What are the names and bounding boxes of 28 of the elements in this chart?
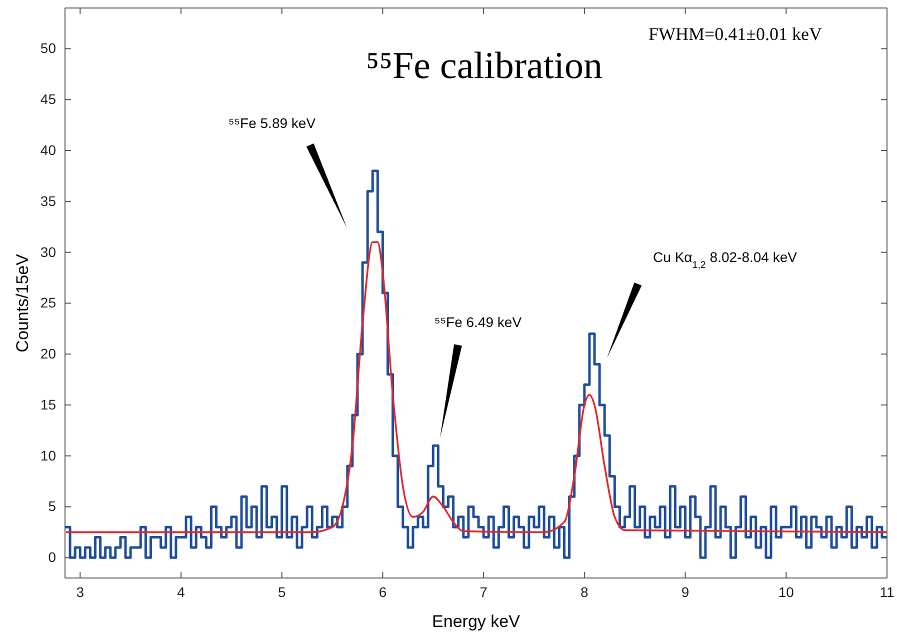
y-tick-label: 20 <box>40 346 56 362</box>
y-tick-label: 50 <box>40 40 56 56</box>
x-tick-label: 11 <box>880 584 894 600</box>
y-tick-label: 10 <box>40 447 56 464</box>
y-axis-title: Counts/15eV <box>13 253 32 352</box>
annotation: FWHM=0.41±0.01 keV <box>648 24 822 44</box>
y-tick-label: 15 <box>40 396 56 412</box>
x-tick-label: 6 <box>378 584 387 600</box>
annotation: ⁵⁵Fe 5.89 keV <box>228 115 316 131</box>
x-tick-label: 9 <box>681 584 690 600</box>
y-tick-label: 25 <box>40 294 56 311</box>
x-tick-label: 4 <box>177 584 186 600</box>
line-series <box>65 241 888 534</box>
x-axis-title: Energy keV <box>432 612 521 631</box>
y-tick-label: 5 <box>48 498 56 514</box>
y-tick-label: 35 <box>40 192 56 209</box>
text: ⁵⁵Fe calibration <box>366 45 602 87</box>
y-tick-label: 45 <box>40 91 56 108</box>
y-tick-label: 30 <box>40 244 56 260</box>
annotation: Cu Kα$_{1,2}$ 8.02-8.04 keV <box>653 249 798 270</box>
x-tick-label: 8 <box>580 584 589 600</box>
x-tick-label: 5 <box>278 584 286 600</box>
annotation: ⁵⁵Fe 6.49 keV <box>434 314 522 330</box>
x-tick-label: 10 <box>778 584 794 600</box>
y-tick-label: 40 <box>40 142 56 158</box>
y-tick-label: 0 <box>48 549 56 566</box>
x-tick-label: 7 <box>480 584 488 600</box>
x-tick-label: 3 <box>76 584 84 600</box>
